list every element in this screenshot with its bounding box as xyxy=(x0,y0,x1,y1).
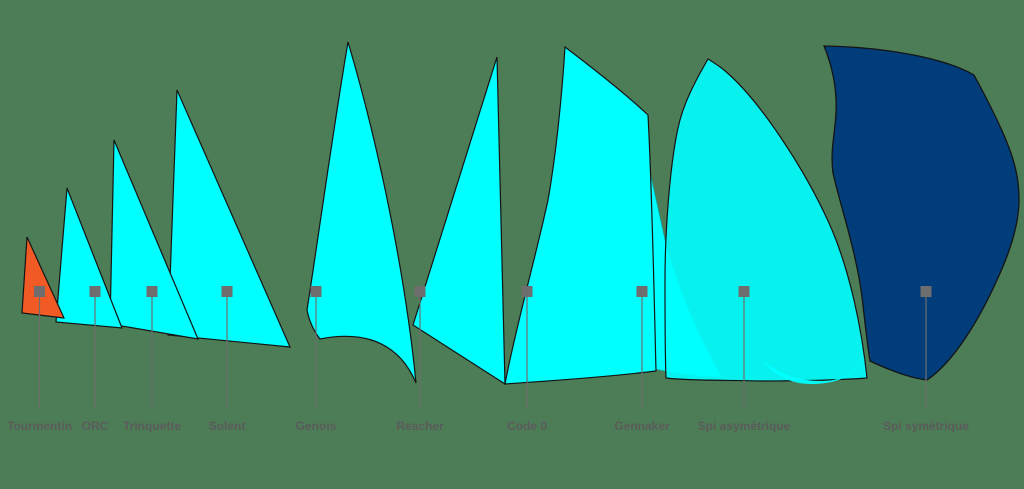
svg-text:Spi symétrique: Spi symétrique xyxy=(883,419,969,433)
svg-text:Trinquette: Trinquette xyxy=(123,419,181,433)
svg-text:Gennaker: Gennaker xyxy=(614,419,670,433)
svg-text:Reacher: Reacher xyxy=(396,419,444,433)
svg-text:Genois: Genois xyxy=(296,419,337,433)
svg-text:Spi asymétrique: Spi asymétrique xyxy=(698,419,791,433)
svg-text:Code 0: Code 0 xyxy=(507,419,547,433)
svg-text:Solent: Solent xyxy=(209,419,246,433)
svg-text:ORC: ORC xyxy=(82,419,109,433)
svg-text:Tourmentin: Tourmentin xyxy=(7,419,72,433)
